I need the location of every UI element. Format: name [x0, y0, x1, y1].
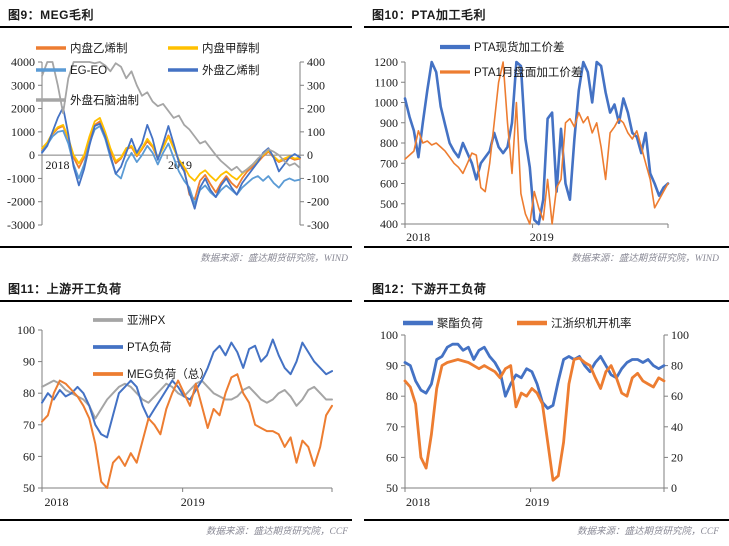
x-year-label: 2019	[530, 230, 554, 244]
title-divider	[364, 300, 729, 302]
panel-fig12: 图12：下游开工负荷 100 90 80 70 60 50 100 80 60 40 20 0 2018…	[352, 274, 729, 537]
series-line-2	[41, 373, 333, 489]
y2-tick-label: 100	[307, 125, 325, 139]
y2-tick-label: 0	[671, 481, 677, 495]
series-line-0	[403, 342, 666, 410]
y-tick-label: 800	[380, 136, 398, 150]
y-tick-label: 3000	[11, 78, 35, 92]
legend-label-4: 外盘石脑油制	[70, 93, 139, 107]
x-year-label: 2018	[406, 495, 430, 509]
y-tick-label: 700	[380, 156, 398, 170]
y-tick-label: 50	[386, 481, 398, 495]
y-tick-label: 50	[23, 481, 35, 495]
y-tick-label: 900	[380, 116, 398, 130]
title-divider	[0, 300, 352, 302]
y2-tick-label: -100	[307, 171, 329, 185]
legend-label-2: EG-EO	[70, 65, 107, 77]
y-tick-label: 1000	[374, 96, 398, 110]
y-tick-label: 100	[380, 328, 398, 342]
y2-tick-label: 0	[307, 148, 313, 162]
y-tick-label: 90	[386, 359, 398, 373]
source-divider	[0, 519, 352, 521]
chart-title-fig10: 图10：PTA加工毛利	[372, 8, 486, 22]
y2-tick-label: 100	[671, 328, 689, 342]
source-divider	[364, 246, 729, 248]
legend-label-2: MEG负荷（总）	[127, 367, 211, 381]
y-tick-label: 60	[386, 450, 398, 464]
panel-fig11: 图11：上游开工负荷 100 90 80 70 60 50 2018 2019 亚洲PX PTA负…	[0, 274, 352, 537]
y2-tick-label: 20	[671, 450, 683, 464]
y-tick-label: 1000	[11, 125, 35, 139]
y-tick-label: 60	[23, 449, 35, 463]
y2-tick-label: 400	[307, 55, 325, 69]
x-year-label: 2018	[45, 158, 69, 172]
series-line-1	[403, 356, 666, 482]
source-divider	[364, 519, 729, 521]
y2-tick-label: 200	[307, 102, 325, 116]
chart-canvas-fig10: 1200 1100 1000 900 800 700 600 500 400 2018 2019 PT…	[374, 40, 670, 244]
legend-label-3: 外盘乙烯制	[202, 63, 260, 77]
y-tick-label: 400	[380, 217, 398, 231]
x-year-label: 2019	[525, 495, 549, 509]
y-tick-label: 80	[23, 386, 35, 400]
y-tick-label: 1200	[374, 55, 398, 69]
legend-label-0: 亚洲PX	[127, 314, 166, 327]
chart-title-fig9: 图9：MEG毛利	[8, 8, 95, 22]
source-note-fig10: 数据来源：盛达期货研究院，WIND	[571, 254, 719, 264]
legend-label-0: PTA现货加工价差	[474, 40, 565, 54]
y-tick-label: 1100	[374, 75, 398, 89]
source-note-fig12: 数据来源：盛达期货研究院，CCF	[577, 527, 719, 537]
figure-row-bottom: 图11：上游开工负荷 100 90 80 70 60 50 2018 2019 亚洲PX PTA负…	[0, 274, 729, 537]
chart-canvas-fig9: 40003000200010000-1000-2000-300040030020…	[7, 41, 329, 232]
series-line-1	[41, 338, 333, 439]
y-tick-label: 80	[386, 389, 398, 403]
y-tick-label: 90	[23, 355, 35, 369]
chart-title-fig12: 图12：下游开工负荷	[372, 282, 487, 296]
y-tick-label: 4000	[11, 55, 35, 69]
y-tick-label: 500	[380, 197, 398, 211]
series-line-1	[404, 61, 669, 225]
legend-label-1: 江浙织机开机率	[551, 316, 632, 330]
y2-tick-label: 300	[307, 78, 325, 92]
y2-tick-label: 40	[671, 420, 683, 434]
panel-fig10: 图10：PTA加工毛利 1200 1100 1000 900 800 700 600 500 4…	[352, 0, 729, 264]
source-note-fig9: 数据来源：盛达期货研究院，WIND	[200, 254, 348, 264]
y-tick-label: 0	[29, 148, 35, 162]
x-year-label: 2018	[406, 230, 430, 244]
series-line-4	[41, 61, 301, 174]
y2-tick-label: 60	[671, 389, 683, 403]
y-tick-label: 2000	[11, 102, 35, 116]
chart-canvas-fig12: 100 90 80 70 60 50 100 80 60 40 20 0 2018 2019 聚酯负荷 江浙织…	[380, 316, 689, 509]
y-tick-label: -2000	[7, 195, 35, 209]
x-year-label: 2018	[45, 495, 69, 509]
title-divider	[364, 26, 729, 28]
y-tick-label: 100	[17, 323, 35, 337]
series-line-0	[403, 60, 670, 226]
title-divider	[0, 26, 352, 28]
x-year-label: 2019	[181, 495, 205, 509]
y-tick-label: -3000	[7, 218, 35, 232]
figure-row-top: 图9：MEG毛利 4000 3000 2000 1000 0 -1000 -2000 -300…	[0, 0, 729, 264]
legend-label-0: 内盘乙烯制	[70, 41, 128, 55]
chart-canvas-fig11: 100 90 80 70 60 50 2018 2019 亚洲PX PTA负荷 MEG负荷（总）	[17, 314, 333, 509]
y-tick-label: 70	[23, 418, 35, 432]
legend-label-1: PTA负荷	[127, 340, 172, 354]
series-line-2	[41, 125, 301, 205]
y2-tick-label: -300	[307, 218, 329, 232]
y2-tick-label: 80	[671, 359, 683, 373]
source-note-fig11: 数据来源：盛达期货研究院，CCF	[206, 527, 348, 537]
source-divider	[0, 246, 352, 248]
legend-label-0: 聚酯负荷	[437, 316, 483, 330]
y2-tick-label: -200	[307, 195, 329, 209]
y-tick-label: 600	[380, 177, 398, 191]
legend-label-1: 内盘甲醇制	[202, 41, 260, 55]
legend-label-1: PTA1月盘面加工价差	[474, 65, 582, 79]
chart-title-fig11: 图11：上游开工负荷	[8, 282, 122, 296]
y-tick-label: 70	[386, 420, 398, 434]
panel-fig9: 图9：MEG毛利 4000 3000 2000 1000 0 -1000 -2000 -300…	[0, 0, 352, 264]
y-tick-label: -1000	[7, 171, 35, 185]
series-line-3	[41, 106, 301, 210]
